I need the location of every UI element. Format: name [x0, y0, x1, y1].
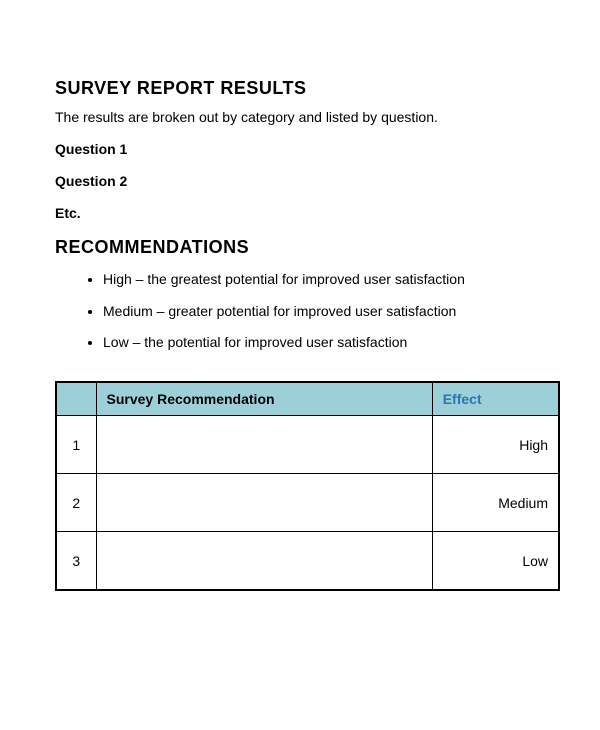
- bullet-low: Low – the potential for improved user sa…: [103, 333, 560, 353]
- cell-rec-3: [96, 532, 432, 590]
- question-etc: Etc.: [55, 205, 560, 221]
- recommendations-list: High – the greatest potential for improv…: [55, 270, 560, 353]
- cell-num-3: 3: [56, 532, 96, 590]
- table-row: 1 High: [56, 416, 559, 474]
- cell-effect-3: Low: [432, 532, 559, 590]
- cell-rec-2: [96, 474, 432, 532]
- header-effect: Effect: [432, 382, 559, 416]
- table-header-row: Survey Recommendation Effect: [56, 382, 559, 416]
- recommendations-table: Survey Recommendation Effect 1 High 2 Me…: [55, 381, 560, 591]
- header-recommendation: Survey Recommendation: [96, 382, 432, 416]
- header-num: [56, 382, 96, 416]
- bullet-high: High – the greatest potential for improv…: [103, 270, 560, 290]
- cell-num-1: 1: [56, 416, 96, 474]
- table-row: 3 Low: [56, 532, 559, 590]
- bullet-medium: Medium – greater potential for improved …: [103, 302, 560, 322]
- recommendations-title: RECOMMENDATIONS: [55, 237, 560, 258]
- table-row: 2 Medium: [56, 474, 559, 532]
- cell-effect-2: Medium: [432, 474, 559, 532]
- question-1: Question 1: [55, 141, 560, 157]
- cell-effect-1: High: [432, 416, 559, 474]
- question-2: Question 2: [55, 173, 560, 189]
- results-title: SURVEY REPORT RESULTS: [55, 78, 560, 99]
- results-subtitle: The results are broken out by category a…: [55, 109, 560, 125]
- cell-num-2: 2: [56, 474, 96, 532]
- cell-rec-1: [96, 416, 432, 474]
